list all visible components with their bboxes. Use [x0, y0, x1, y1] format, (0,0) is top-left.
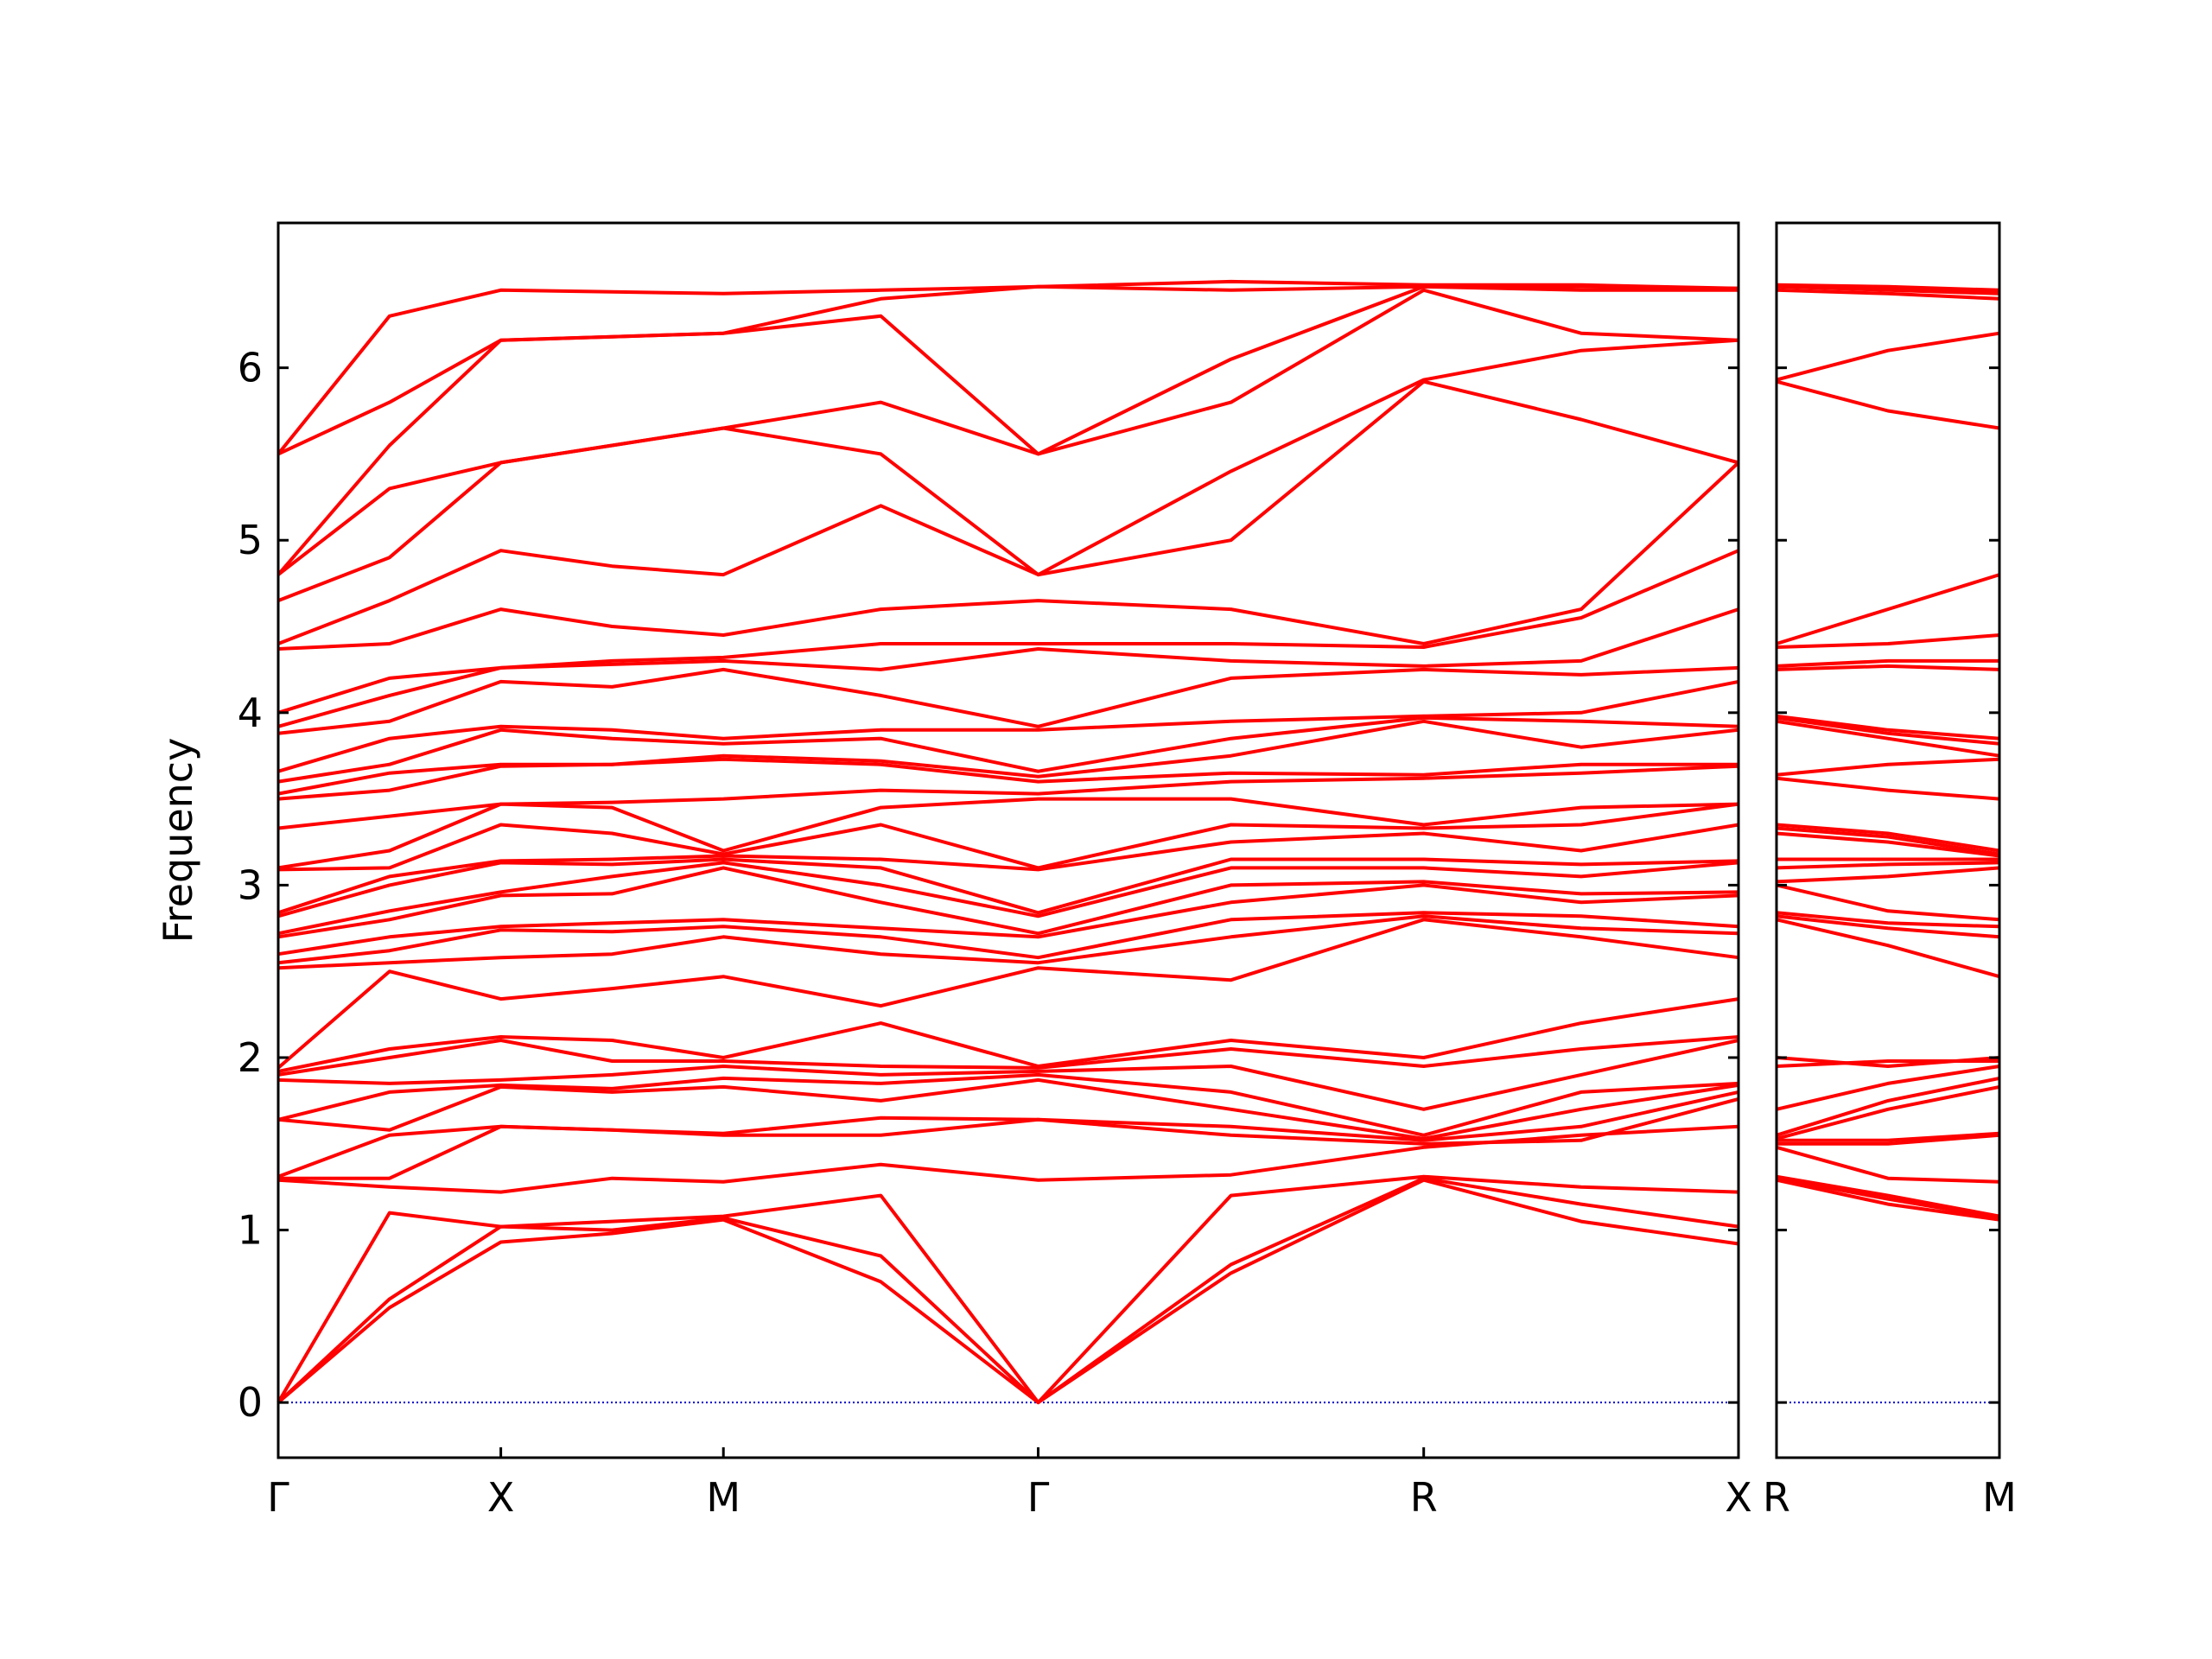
- band-line: [277, 802, 1739, 872]
- band-line: [277, 1090, 1739, 1179]
- band-line: [1776, 664, 2000, 671]
- band-line: [1776, 1084, 2000, 1141]
- band-line: [1776, 331, 2000, 382]
- y-axis-label: Frequency: [155, 738, 201, 944]
- band-line: [1776, 1174, 2000, 1218]
- band-line: [277, 866, 1739, 939]
- band-line: [277, 461, 1740, 651]
- band-line: [277, 883, 1739, 957]
- band-line: [276, 1178, 1739, 1405]
- y-tick-label: 2: [238, 1034, 263, 1081]
- band-line: [1776, 1065, 2000, 1111]
- band-line: [277, 997, 1739, 1073]
- plot-frame: [276, 221, 1740, 1459]
- band-line: [1776, 715, 2000, 746]
- band-line: [277, 679, 1739, 773]
- band-line: [277, 719, 1739, 796]
- band-line: [1776, 911, 2000, 929]
- y-tick-label: 5: [238, 517, 263, 563]
- x-tick-label: R: [1410, 1474, 1438, 1521]
- band-line: [1776, 379, 2000, 430]
- band-line: [277, 797, 1739, 870]
- band-line: [277, 1035, 1739, 1077]
- x-tick-label: Γ: [1027, 1474, 1050, 1521]
- band-line: [277, 857, 1739, 918]
- band-line: [278, 1096, 1739, 1180]
- band-line: [1776, 1076, 2000, 1137]
- band-line: [1776, 831, 2000, 858]
- band-line: [1776, 714, 2000, 741]
- band-line: [276, 288, 1739, 576]
- band-line: [1777, 1133, 2000, 1146]
- y-tick-label: 3: [238, 861, 263, 908]
- band-line: [276, 1176, 1739, 1405]
- band-line: [1776, 573, 2000, 645]
- y-tick-label: 6: [238, 345, 263, 391]
- band-line: [1776, 823, 2000, 853]
- band-line: [1776, 288, 2000, 301]
- band-line: [277, 284, 1739, 456]
- x-tick-label: M: [1982, 1474, 2017, 1521]
- band-line: [277, 911, 1739, 965]
- band-line: [1777, 1131, 2000, 1142]
- band-line: [277, 757, 1738, 801]
- band-line: [1776, 719, 2000, 758]
- band-line: [277, 379, 1739, 645]
- band-line: [276, 284, 1738, 576]
- band-line: [276, 1174, 1739, 1405]
- band-line: [277, 549, 1739, 715]
- y-tick-label: 0: [238, 1379, 263, 1426]
- band-line: [277, 914, 1739, 970]
- band-line: [276, 279, 1739, 455]
- band-line: [1776, 1178, 2000, 1222]
- band-line: [1776, 826, 2000, 856]
- band-line: [1776, 883, 2000, 922]
- band-line: [1776, 914, 2000, 939]
- band-line: [1776, 776, 2000, 801]
- band-line: [277, 764, 1739, 830]
- x-tick-label: X: [1725, 1474, 1752, 1521]
- band-line: [1776, 1145, 2000, 1184]
- band-line: [1776, 283, 2000, 292]
- band-line: [277, 1072, 1739, 1137]
- band-line: [1776, 633, 2000, 649]
- band-line: [277, 823, 1739, 915]
- band-line: [277, 338, 1739, 602]
- band-line: [1776, 918, 2000, 979]
- x-tick-label: M: [706, 1474, 741, 1521]
- band-line: [277, 607, 1739, 728]
- plot-frame: [1775, 221, 2001, 1459]
- band-line: [1776, 1176, 2000, 1220]
- x-tick-label: R: [1763, 1474, 1790, 1521]
- y-tick-label: 1: [238, 1207, 263, 1254]
- y-tick-label: 4: [238, 690, 263, 736]
- band-line: [1776, 658, 1999, 668]
- band-line: [277, 665, 1739, 735]
- band-line: [277, 1077, 1739, 1141]
- band-line: [1776, 866, 2000, 884]
- band-line: [1776, 1056, 2000, 1068]
- band-line: [276, 918, 1739, 1070]
- band-line: [277, 1039, 1739, 1111]
- x-tick-label: Γ: [267, 1474, 289, 1521]
- x-tick-label: X: [487, 1474, 515, 1521]
- band-line: [277, 861, 1739, 936]
- band-line: [1776, 757, 2000, 777]
- band-line: [1776, 861, 2000, 870]
- band-line: [277, 715, 1739, 784]
